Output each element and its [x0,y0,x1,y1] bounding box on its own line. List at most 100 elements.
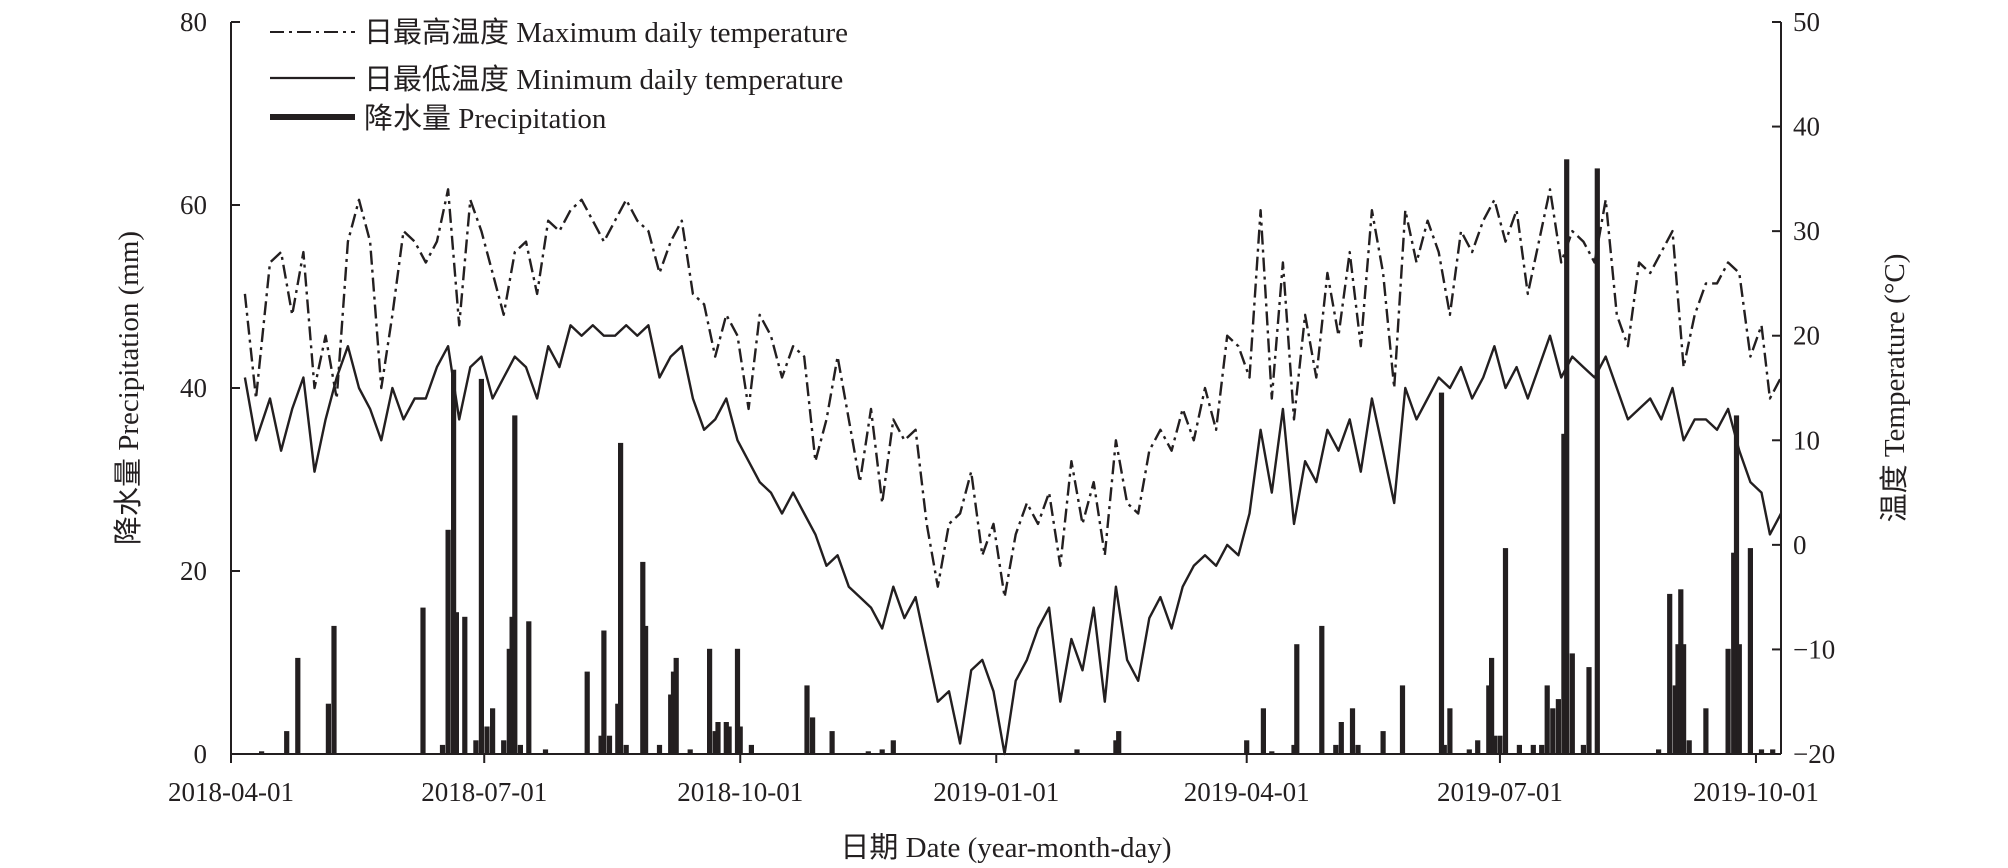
precip-bar-80 [1555,699,1561,754]
precip-bar-6 [439,744,446,754]
precip-bar-43 [748,744,754,754]
legend-label-min-temp: 日最低温度 Minimum daily temperature [364,63,843,96]
precip-bar-101 [1770,749,1776,754]
max-temp-line [243,188,1783,599]
precip-bar-63 [1380,731,1386,754]
precip-bar-13 [484,726,490,754]
precip-bar-66 [1441,744,1447,754]
precip-bar-2 [295,657,301,754]
precip-bar-3 [325,703,331,754]
precip-bar-32 [668,694,674,754]
precip-bar-26 [615,703,621,754]
left-tick-label-4: 80 [180,7,207,37]
precip-bar-54 [1260,708,1266,755]
min-temp-line [243,324,1783,756]
precip-bar-88 [1667,593,1673,754]
precip-bar-0 [259,751,265,754]
left-tick-label-3: 60 [180,190,207,220]
x-tick-label-1: 2018-07-01 [421,777,547,807]
precip-bar-36 [707,648,713,754]
right-tick-label-1: −10 [1793,634,1835,664]
precip-bar-77 [1539,744,1545,754]
precip-bar-61 [1349,708,1356,755]
precip-bar-25 [606,735,613,754]
right-tick-label-5: 30 [1793,216,1820,246]
precip-bar-15 [501,740,507,754]
precip-bar-44 [804,685,810,754]
precip-bar-50 [1074,749,1080,754]
precip-bar-31 [656,744,663,754]
right-tick-label-6: 40 [1793,112,1820,142]
precip-bar-21 [542,749,549,754]
x-tick-label-0: 2018-04-01 [168,777,294,807]
precip-bar-27 [618,442,624,754]
precip-bar-16 [506,648,512,754]
left-tick-label-2: 40 [180,373,207,403]
precip-bar-57 [1294,644,1300,754]
precip-bar-11 [473,740,479,754]
precip-bar-55 [1269,751,1275,754]
precip-bar-20 [526,621,532,754]
precip-bar-28 [623,744,629,754]
precip-bar-58 [1319,625,1325,754]
precip-bar-37 [712,731,718,754]
precip-bar-48 [879,749,885,754]
precip-bar-24 [601,630,607,754]
precip-bar-14 [490,708,496,755]
precip-bar-83 [1569,653,1575,754]
precip-bar-46 [829,731,835,754]
precip-bar-51 [1113,740,1119,754]
precip-bar-71 [1489,657,1495,754]
precip-bar-100 [1758,749,1765,754]
precip-bar-81 [1561,433,1567,755]
precip-bar-47 [865,751,871,754]
left-axis-title: 降水量 Precipitation (mm) [112,231,145,545]
right-y-ticks: −20 −10 0 10 20 30 40 50 [1772,7,1835,769]
precip-bar-53 [1244,740,1250,754]
precip-bar-4 [331,625,337,754]
x-tick-label-3: 2019-01-01 [933,777,1059,807]
legend: 日最高温度 Maximum daily temperature 日最低温度 Mi… [270,16,848,135]
precip-bar-78 [1544,685,1550,754]
precip-bar-74 [1502,548,1509,754]
left-y-ticks: 0 20 40 60 80 [180,7,240,769]
precip-bar-7 [445,529,451,754]
legend-label-max-temp: 日最高温度 Maximum daily temperature [364,16,848,49]
right-tick-label-7: 50 [1793,7,1820,37]
precip-bar-90 [1675,644,1681,754]
precip-bar-64 [1399,685,1406,754]
x-tick-label-4: 2019-04-01 [1184,777,1310,807]
precip-bar-98 [1736,644,1742,754]
precip-bar-35 [687,749,693,754]
precip-bar-79 [1550,708,1556,755]
precip-bar-99 [1747,548,1753,754]
precip-bar-86 [1594,168,1600,754]
precip-bar-59 [1333,744,1339,754]
right-tick-label-2: 0 [1793,530,1807,560]
right-tick-label-0: −20 [1793,739,1835,769]
precip-bar-73 [1497,735,1503,754]
precip-bar-60 [1338,722,1344,754]
precip-bar-29 [640,561,646,754]
x-axis-title: 日期 Date (year-month-day) [840,832,1171,864]
precip-bar-93 [1686,740,1692,754]
x-tick-label-2: 2018-10-01 [677,777,803,807]
precip-bar-91 [1678,589,1684,754]
precip-bar-38 [715,722,721,754]
precip-bar-62 [1355,744,1361,754]
precip-bar-69 [1475,740,1481,754]
precip-bar-67 [1447,708,1453,755]
precip-bar-17 [509,616,515,755]
x-ticks: 2018-04-01 2018-07-01 2018-10-01 2019-01-01… [168,754,1819,807]
legend-label-precipitation: 降水量 Precipitation [364,102,607,135]
precip-bar-52 [1116,731,1122,754]
precip-bar-96 [1731,552,1737,754]
precip-bar-92 [1681,644,1687,754]
precip-bar-12 [478,378,484,754]
precip-bar-34 [673,657,679,754]
precip-bar-94 [1703,708,1709,755]
precip-bar-95 [1725,648,1731,754]
precip-bar-42 [737,726,743,754]
precip-bar-97 [1733,415,1740,754]
